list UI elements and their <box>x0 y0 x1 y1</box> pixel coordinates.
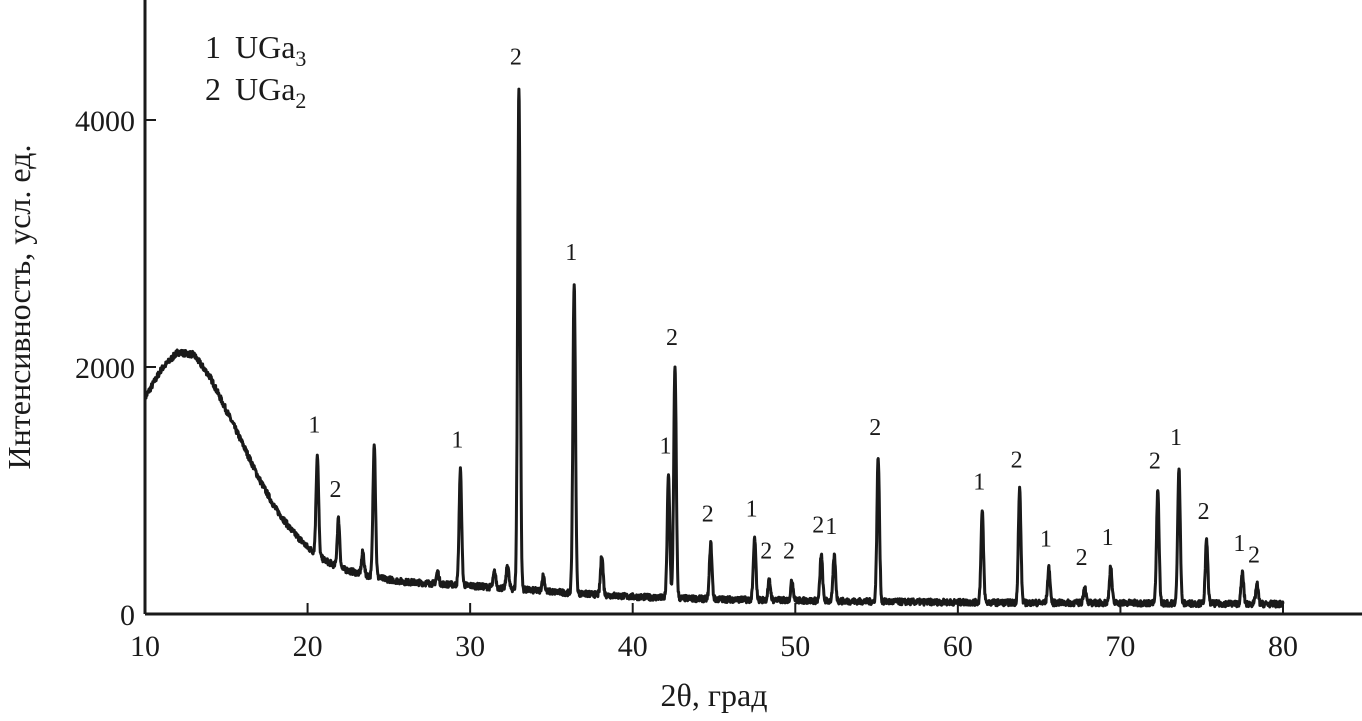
x-tick-label: 80 <box>1268 630 1298 663</box>
peak-label: 1 <box>1170 425 1182 451</box>
peak-label: 1 <box>1233 531 1245 557</box>
x-tick-label: 70 <box>1105 630 1135 663</box>
peak-label: 2 <box>1198 499 1210 525</box>
y-tick-label: 2000 <box>75 352 135 385</box>
x-tick-label: 20 <box>293 630 323 663</box>
peak-label: 1 <box>825 514 837 540</box>
peak-label: 1 <box>451 428 463 454</box>
peak-label: 2 <box>812 513 824 539</box>
peak-label: 2 <box>783 539 795 565</box>
peak-label: 2 <box>1149 449 1161 475</box>
axes <box>143 0 1362 616</box>
y-tick-label: 0 <box>120 599 135 632</box>
peak-label: 1 <box>973 469 985 495</box>
peak-label: 1 <box>1040 526 1052 552</box>
x-tick-label: 40 <box>618 630 648 663</box>
peak-label: 2 <box>1011 447 1023 473</box>
x-tick-label: 60 <box>943 630 973 663</box>
legend-entry-1: 1 UGa3 <box>205 29 306 71</box>
y-axis-title: Интенсивность, усл. ед. <box>1 145 37 470</box>
legend: 1 UGa3 2 UGa2 <box>205 29 306 113</box>
peak-label: 2 <box>510 45 522 71</box>
legend-entry-2: 2 UGa2 <box>205 71 306 113</box>
peak-label: 2 <box>702 502 714 528</box>
peak-label: 1 <box>746 497 758 523</box>
peak-label: 2 <box>869 415 881 441</box>
peak-label: 2 <box>1248 542 1260 568</box>
x-tick-label: 50 <box>780 630 810 663</box>
peak-label: 1 <box>1102 525 1114 551</box>
ticks: 10 20 30 40 50 60 70 80 0 2000 4000 <box>75 105 1298 663</box>
y-tick-label: 4000 <box>75 105 135 138</box>
peak-label: 1 <box>308 413 320 439</box>
peak-label: 2 <box>1076 545 1088 571</box>
peak-label: 1 <box>659 434 671 460</box>
peak-label: 2 <box>760 539 772 565</box>
peak-label: 1 <box>565 240 577 266</box>
peak-label: 2 <box>329 477 341 503</box>
xrd-pattern-line <box>143 87 1285 609</box>
x-tick-label: 30 <box>455 630 485 663</box>
x-tick-label: 10 <box>130 630 160 663</box>
peak-label: 2 <box>666 325 678 351</box>
x-axis-title: 2θ, град <box>661 677 768 713</box>
